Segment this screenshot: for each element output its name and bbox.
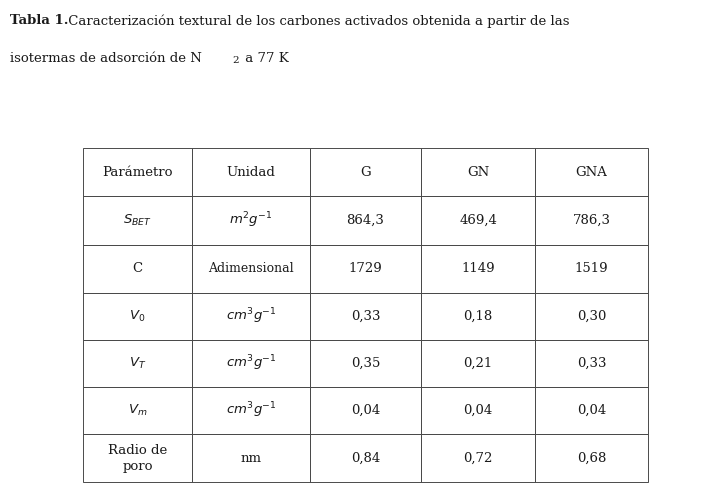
Bar	[421, 245, 535, 293]
Text: 0,33: 0,33	[351, 310, 380, 323]
Bar	[310, 148, 421, 196]
Bar	[421, 148, 535, 196]
Bar	[421, 196, 535, 245]
Text: Unidad: Unidad	[227, 165, 275, 179]
Text: GNA: GNA	[576, 165, 608, 179]
Text: $V_{T}$: $V_{T}$	[129, 356, 146, 371]
Text: 0,30: 0,30	[577, 310, 606, 323]
Bar	[535, 434, 648, 482]
Text: 2: 2	[232, 56, 239, 65]
Text: 0,18: 0,18	[463, 310, 493, 323]
Bar	[192, 434, 310, 482]
Bar	[535, 387, 648, 434]
Bar	[83, 340, 192, 387]
Text: 1149: 1149	[461, 262, 495, 276]
Bar	[192, 387, 310, 434]
Bar	[83, 245, 192, 293]
Text: 0,04: 0,04	[463, 404, 493, 417]
Bar	[83, 434, 192, 482]
Text: 864,3: 864,3	[346, 214, 385, 227]
Bar	[83, 293, 192, 340]
Text: 1519: 1519	[575, 262, 608, 276]
Bar	[310, 434, 421, 482]
Bar	[535, 148, 648, 196]
Text: 0,04: 0,04	[577, 404, 606, 417]
Text: 786,3: 786,3	[573, 214, 611, 227]
Bar	[192, 293, 310, 340]
Text: Caracterización textural de los carbones activados obtenida a partir de las: Caracterización textural de los carbones…	[64, 14, 569, 28]
Text: $V_{0}$: $V_{0}$	[129, 309, 146, 324]
Bar	[192, 196, 310, 245]
Text: 0,33: 0,33	[576, 357, 606, 370]
Text: nm: nm	[240, 451, 261, 464]
Text: Tabla 1.: Tabla 1.	[10, 14, 68, 27]
Text: $cm^{3}g^{-1}$: $cm^{3}g^{-1}$	[226, 307, 277, 326]
Text: 0,35: 0,35	[351, 357, 380, 370]
Bar	[310, 340, 421, 387]
Bar	[83, 148, 192, 196]
Text: 469,4: 469,4	[459, 214, 497, 227]
Text: $cm^{3}g^{-1}$: $cm^{3}g^{-1}$	[226, 400, 277, 420]
Bar	[310, 196, 421, 245]
Bar	[83, 387, 192, 434]
Bar	[310, 387, 421, 434]
Bar	[310, 245, 421, 293]
Bar	[310, 293, 421, 340]
Text: 0,21: 0,21	[463, 357, 493, 370]
Text: Radio de: Radio de	[108, 445, 167, 457]
Bar	[421, 434, 535, 482]
Text: isotermas de adsorción de N: isotermas de adsorción de N	[10, 52, 202, 65]
Text: Parámetro: Parámetro	[102, 165, 173, 179]
Text: a 77 K: a 77 K	[241, 52, 289, 65]
Text: 1729: 1729	[348, 262, 383, 276]
Text: 0,84: 0,84	[351, 451, 380, 464]
Text: Adimensional: Adimensional	[208, 262, 294, 276]
Bar	[192, 245, 310, 293]
Text: $m^{2}g^{-1}$: $m^{2}g^{-1}$	[229, 211, 273, 230]
Text: 0,04: 0,04	[351, 404, 380, 417]
Text: poro: poro	[122, 460, 152, 473]
Bar	[535, 196, 648, 245]
Bar	[421, 293, 535, 340]
Text: $V_{m}$: $V_{m}$	[128, 403, 147, 418]
Bar	[421, 340, 535, 387]
Text: C: C	[132, 262, 142, 276]
Text: 0,72: 0,72	[463, 451, 493, 464]
Bar	[83, 196, 192, 245]
Bar	[192, 340, 310, 387]
Text: $cm^{3}g^{-1}$: $cm^{3}g^{-1}$	[226, 354, 277, 373]
Text: GN: GN	[467, 165, 489, 179]
Text: G: G	[360, 165, 371, 179]
Bar	[535, 340, 648, 387]
Bar	[535, 293, 648, 340]
Bar	[192, 148, 310, 196]
Text: $S_{BET}$: $S_{BET}$	[123, 213, 152, 228]
Bar	[421, 387, 535, 434]
Text: 0,68: 0,68	[577, 451, 606, 464]
Bar	[535, 245, 648, 293]
